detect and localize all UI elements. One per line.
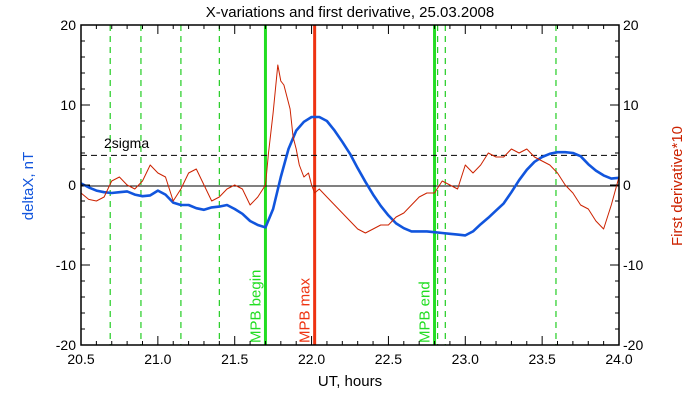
- y-right-tick-label: 10: [623, 97, 639, 113]
- derivative-series-line: [80, 64, 620, 234]
- y-left-tick-label: -20: [56, 337, 76, 353]
- y-right-tick-label: -10: [623, 257, 643, 273]
- x-tick-label: 24.0: [605, 351, 632, 367]
- x-tick-label: 21.0: [144, 351, 171, 367]
- marker-layer: MPB begin MPB max MPB end: [109, 25, 557, 345]
- chart-title: X-variations and first derivative, 25.03…: [206, 4, 495, 21]
- x-axis-label: UT, hours: [318, 373, 382, 390]
- deltaX-series-line: [80, 115, 620, 237]
- x-tick-label: 20.5: [67, 351, 94, 367]
- threshold-label: 2sigma: [104, 135, 149, 151]
- y-right-tick-label: 0: [623, 177, 631, 193]
- event-label: MPB end: [417, 281, 434, 343]
- y-axis-label-right: First derivative*10: [669, 126, 686, 246]
- y-left-tick-label: 10: [60, 97, 76, 113]
- series-layer: [80, 64, 620, 237]
- x-tick-label: 23.0: [452, 351, 479, 367]
- y-left-tick-label: 0: [68, 177, 76, 193]
- x-tick-label: 22.5: [375, 351, 402, 367]
- y-left-tick-label: -10: [56, 257, 76, 273]
- y-axis-label-left: deltaX, nT: [20, 152, 37, 220]
- y-right-tick-label: 20: [623, 17, 639, 33]
- y-left-tick-label: 20: [60, 17, 76, 33]
- event-label: MPB begin: [247, 270, 264, 343]
- x-tick-label: 21.5: [221, 351, 248, 367]
- axis-layer: 20.5 21.0 21.5 22.0 22.5 23.0 23.5 24.0-20-1001…: [56, 17, 644, 367]
- plot-frame: [80, 24, 620, 346]
- y-right-tick-label: -20: [623, 337, 643, 353]
- x-tick-label: 22.0: [298, 351, 325, 367]
- x-tick-label: 23.5: [529, 351, 556, 367]
- event-label: MPB max: [297, 277, 314, 343]
